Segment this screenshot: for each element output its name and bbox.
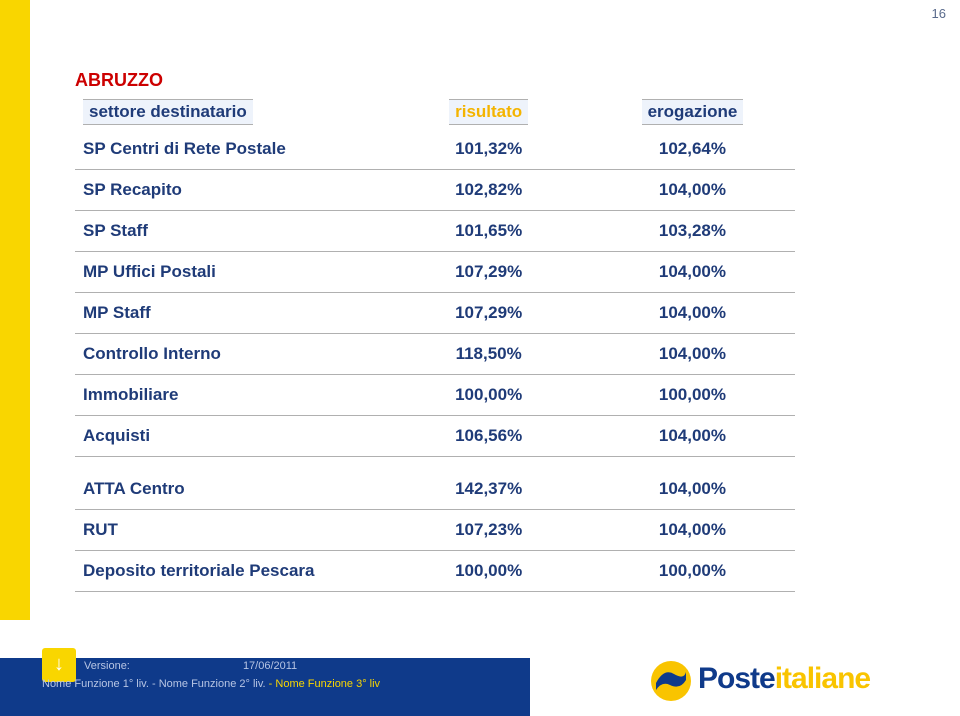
table-row: SP Centri di Rete Postale101,32%102,64% (75, 129, 795, 170)
table-row: MP Uffici Postali107,29%104,00% (75, 252, 795, 293)
footer-f3: - Nome Funzione 3° liv (269, 678, 380, 690)
row-erogazione: 104,00% (590, 469, 795, 510)
gap-row (75, 457, 795, 470)
row-risultato: 102,82% (387, 170, 590, 211)
footer: ↓ Versione: 17/06/2011 Nome Funzione 1° … (0, 646, 960, 716)
row-erogazione: 104,00% (590, 510, 795, 551)
footer-f1: Nome Funzione 1° liv. (42, 678, 149, 690)
footer-icon: ↓ (42, 648, 76, 682)
row-risultato: 101,65% (387, 211, 590, 252)
row-label: SP Recapito (75, 170, 387, 211)
row-erogazione: 104,00% (590, 293, 795, 334)
header-row: settore destinatario risultato erogazion… (75, 95, 795, 129)
row-label: SP Staff (75, 211, 387, 252)
table-row: SP Recapito102,82%104,00% (75, 170, 795, 211)
row-erogazione: 104,00% (590, 416, 795, 457)
row-label: Acquisti (75, 416, 387, 457)
content-area: ABRUZZO settore destinatario risultato e… (75, 70, 795, 592)
table-row: RUT107,23%104,00% (75, 510, 795, 551)
page-number: 16 (932, 6, 946, 21)
row-erogazione: 103,28% (590, 211, 795, 252)
table-row: ATTA Centro142,37%104,00% (75, 469, 795, 510)
row-label: SP Centri di Rete Postale (75, 129, 387, 170)
table-row: Immobiliare100,00%100,00% (75, 375, 795, 416)
region-title: ABRUZZO (75, 70, 795, 91)
versione-label: Versione: (84, 660, 130, 672)
logo-mark-icon (650, 660, 692, 702)
row-risultato: 100,00% (387, 551, 590, 592)
row-risultato: 107,23% (387, 510, 590, 551)
table-row: Deposito territoriale Pescara100,00%100,… (75, 551, 795, 592)
row-label: MP Staff (75, 293, 387, 334)
row-label: Immobiliare (75, 375, 387, 416)
table-row: SP Staff101,65%103,28% (75, 211, 795, 252)
row-label: ATTA Centro (75, 469, 387, 510)
row-risultato: 142,37% (387, 469, 590, 510)
row-erogazione: 104,00% (590, 170, 795, 211)
data-table: settore destinatario risultato erogazion… (75, 95, 795, 592)
row-label: MP Uffici Postali (75, 252, 387, 293)
row-erogazione: 102,64% (590, 129, 795, 170)
header-erogazione: erogazione (590, 95, 795, 129)
row-label: Deposito territoriale Pescara (75, 551, 387, 592)
footer-date: 17/06/2011 (243, 660, 297, 672)
logo-text: Posteitaliane (698, 662, 870, 696)
footer-version-line: Versione: 17/06/2011 (84, 660, 297, 672)
row-erogazione: 104,00% (590, 252, 795, 293)
table-row: Acquisti106,56%104,00% (75, 416, 795, 457)
arrow-down-icon: ↓ (54, 653, 64, 676)
row-risultato: 107,29% (387, 293, 590, 334)
header-sector: settore destinatario (75, 95, 387, 129)
footer-f2: - Nome Funzione 2° liv. (152, 678, 266, 690)
row-erogazione: 104,00% (590, 334, 795, 375)
header-risultato: risultato (387, 95, 590, 129)
row-risultato: 106,56% (387, 416, 590, 457)
row-risultato: 101,32% (387, 129, 590, 170)
row-erogazione: 100,00% (590, 375, 795, 416)
table-row: Controllo Interno118,50%104,00% (75, 334, 795, 375)
footer-function-line: Nome Funzione 1° liv. - Nome Funzione 2°… (42, 678, 380, 690)
left-yellow-band (0, 0, 30, 620)
table-row: MP Staff107,29%104,00% (75, 293, 795, 334)
row-risultato: 118,50% (387, 334, 590, 375)
row-label: RUT (75, 510, 387, 551)
row-erogazione: 100,00% (590, 551, 795, 592)
posteitaliane-logo: Posteitaliane (650, 658, 930, 702)
row-risultato: 107,29% (387, 252, 590, 293)
row-label: Controllo Interno (75, 334, 387, 375)
logo-italiane: italiane (775, 662, 870, 695)
logo-poste: Poste (698, 662, 775, 695)
row-risultato: 100,00% (387, 375, 590, 416)
